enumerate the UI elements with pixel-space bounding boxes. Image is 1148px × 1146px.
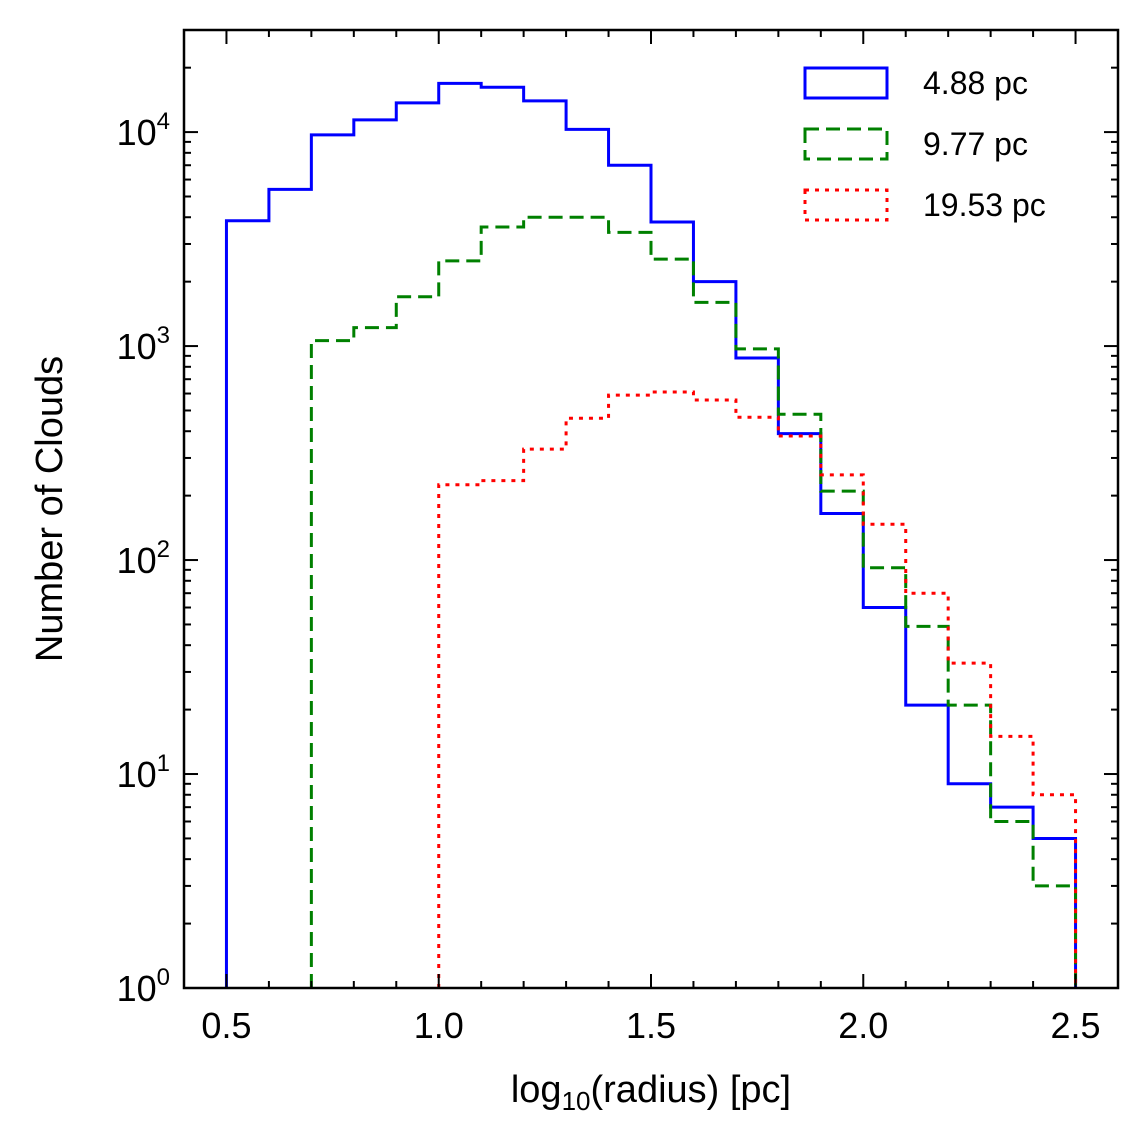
x-tick-label: 2.5 [1051,1005,1101,1046]
x-axis-label-log: log [511,1069,562,1111]
series-layer [224,81,1078,988]
y-tick-base: 10 [117,540,157,581]
x-tick-label: 0.5 [201,1005,251,1046]
y-tick-base: 10 [117,326,157,367]
x-axis-label-rest: (radius) [pc] [591,1069,792,1111]
series-line-1 [224,81,1078,988]
y-tick-exponent: 4 [157,108,170,135]
x-axis-label-subscript: 10 [562,1086,591,1116]
y-tick-label: 103 [117,322,170,367]
legend: 4.88 pc 9.77 pc 19.53 pc [803,65,1046,223]
y-tick-base: 10 [117,754,157,795]
legend-swatch-1 [803,66,889,100]
legend-label-1: 4.88 pc [923,65,1028,101]
series-line-2 [309,215,1078,988]
y-tick-exponent: 0 [157,964,170,991]
legend-swatch-2 [803,127,889,161]
y-tick-base: 10 [117,112,157,153]
x-tick-label: 1.0 [414,1005,464,1046]
series-line-3 [437,390,1078,988]
legend-label-2: 9.77 pc [923,126,1028,162]
y-tick-label: 104 [117,108,170,153]
y-tick-label: 102 [117,536,170,581]
y-tick-label: 100 [117,964,170,1009]
x-tick-label: 1.5 [626,1005,676,1046]
y-tick-base: 10 [117,968,157,1009]
legend-swatch-3 [803,188,889,222]
x-tick-label: 2.0 [838,1005,888,1046]
y-tick-exponent: 2 [157,536,170,563]
y-tick-exponent: 3 [157,322,170,349]
y-tick-label: 101 [117,750,170,795]
x-axis-label: log10(radius) [pc] [511,1069,791,1116]
y-axis-label: Number of Clouds [29,356,71,662]
y-tick-exponent: 1 [157,750,170,777]
legend-label-3: 19.53 pc [923,187,1046,223]
